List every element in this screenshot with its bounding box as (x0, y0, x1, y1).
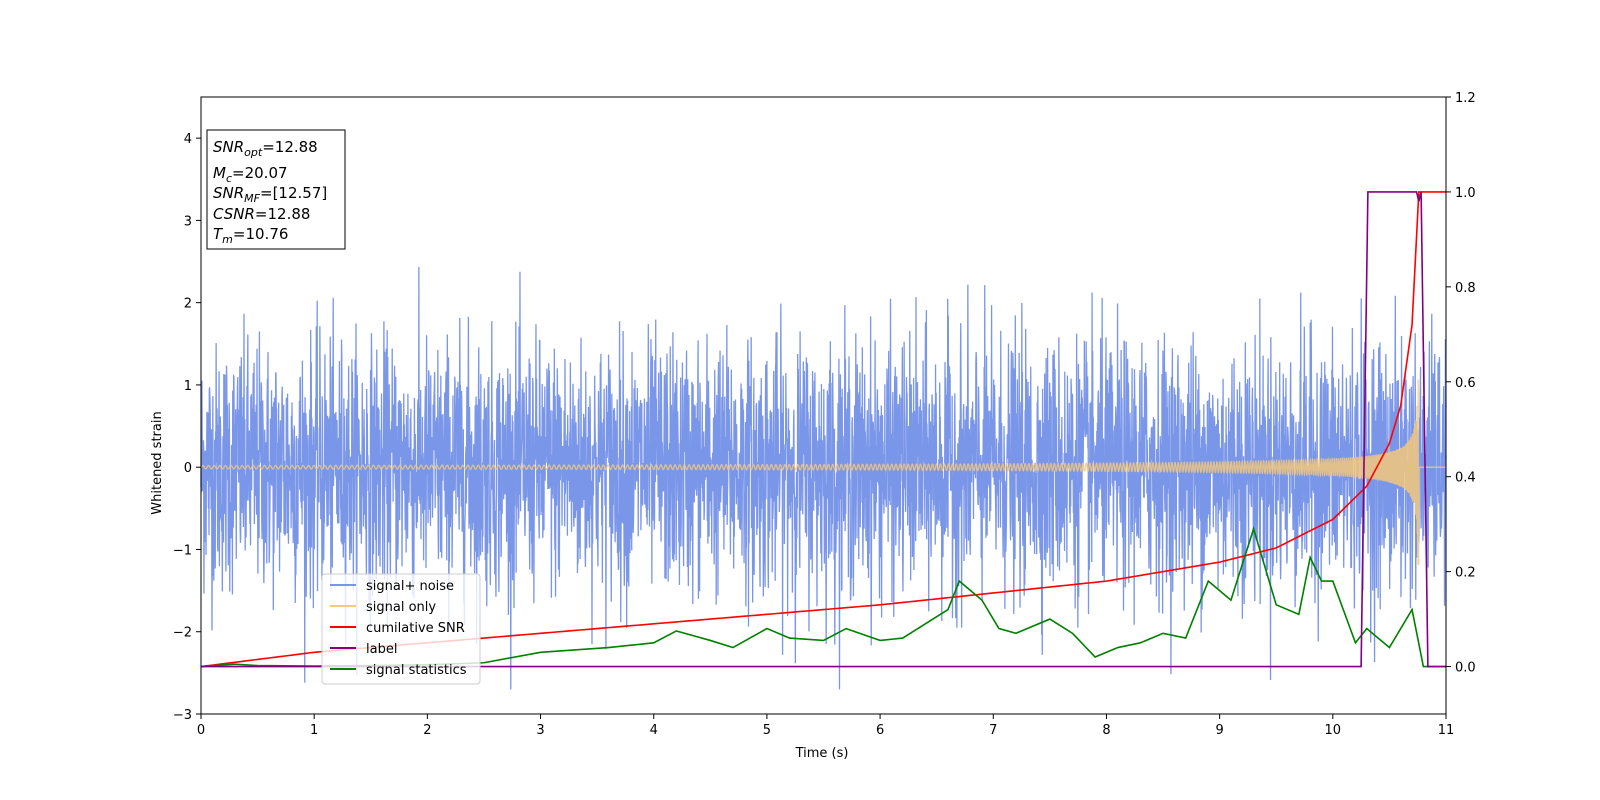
y-left-tick-label-4: 1 (184, 379, 192, 394)
axes-layer: 0 1 2 3 4 5 6 7 8 9 10 11 −3 −2 −1 0 1 2 3 4 0.0 0.2 0.4 0.6 0.8… (173, 91, 1476, 738)
info-snr-mf: SNRMF=[12.57] (213, 184, 327, 205)
legend-frame (321, 573, 481, 685)
y-left-tick-label-3: 0 (184, 461, 192, 476)
plot-frame (200, 96, 1447, 715)
y-left-tick-label-6: 3 (184, 214, 192, 229)
x-tick-label-6: 6 (876, 723, 884, 738)
y-right-tick-label-1: 0.2 (1455, 566, 1476, 581)
y-left-tick-label-2: −1 (173, 543, 192, 558)
x-tick-label-9: 9 (1215, 723, 1223, 738)
x-tick-label-7: 7 (989, 723, 997, 738)
info-tm: Tm=10.76 (213, 225, 288, 246)
series-signal-only-line (200, 379, 1446, 566)
series-cumulative-snr-line (200, 191, 1446, 668)
y-right-tick-label-3: 0.6 (1455, 376, 1476, 391)
info-mc: Mc=20.07 (213, 164, 288, 185)
x-axis-label: Time (s) (795, 746, 849, 761)
x-tick-label-11: 11 (1438, 723, 1455, 738)
x-tick-label-8: 8 (1102, 723, 1110, 738)
series-signal-statistics-line (200, 526, 1446, 668)
x-tick-label-5: 5 (763, 723, 771, 738)
x-tick-label-3: 3 (536, 723, 544, 738)
info-box-frame (206, 129, 346, 250)
y-left-tick-label-1: −2 (173, 626, 192, 641)
legend-label-signal-statistics: signal statistics (366, 663, 467, 678)
x-tick-label-4: 4 (650, 723, 658, 738)
info-csnr: CSNR=12.88 (213, 205, 310, 223)
y-left-tick-label-0: −3 (173, 708, 192, 723)
series-layer (200, 191, 1447, 690)
legend: signal+ noise signal only cumilative SNR… (321, 573, 481, 685)
x-tick-label-10: 10 (1325, 723, 1342, 738)
legend-label-cumulative-snr: cumilative SNR (366, 621, 465, 636)
y-right-tick-label-6: 1.2 (1455, 91, 1476, 106)
series-label-line (201, 191, 1446, 668)
legend-label-signal-noise: signal+ noise (366, 579, 454, 594)
legend-label-label: label (366, 642, 397, 657)
y-right-tick-label-4: 0.8 (1455, 281, 1476, 296)
y-right-tick-label-2: 0.4 (1455, 471, 1476, 486)
y-left-tick-label-5: 2 (184, 297, 192, 312)
info-snr-opt: SNRopt=12.88 (213, 138, 318, 159)
x-tick-label-1: 1 (310, 723, 318, 738)
y-right-tick-label-0: 0.0 (1455, 661, 1476, 676)
y-right-tick-label-5: 1.0 (1455, 186, 1476, 201)
y-left-tick-label-7: 4 (184, 132, 192, 147)
info-box: SNRopt=12.88 Mc=20.07 SNRMF=[12.57] CSNR… (206, 129, 346, 250)
y-axis-label: Whitened strain (150, 411, 165, 514)
legend-label-signal-only: signal only (366, 600, 436, 615)
x-tick-label-2: 2 (423, 723, 431, 738)
x-tick-label-0: 0 (197, 723, 205, 738)
